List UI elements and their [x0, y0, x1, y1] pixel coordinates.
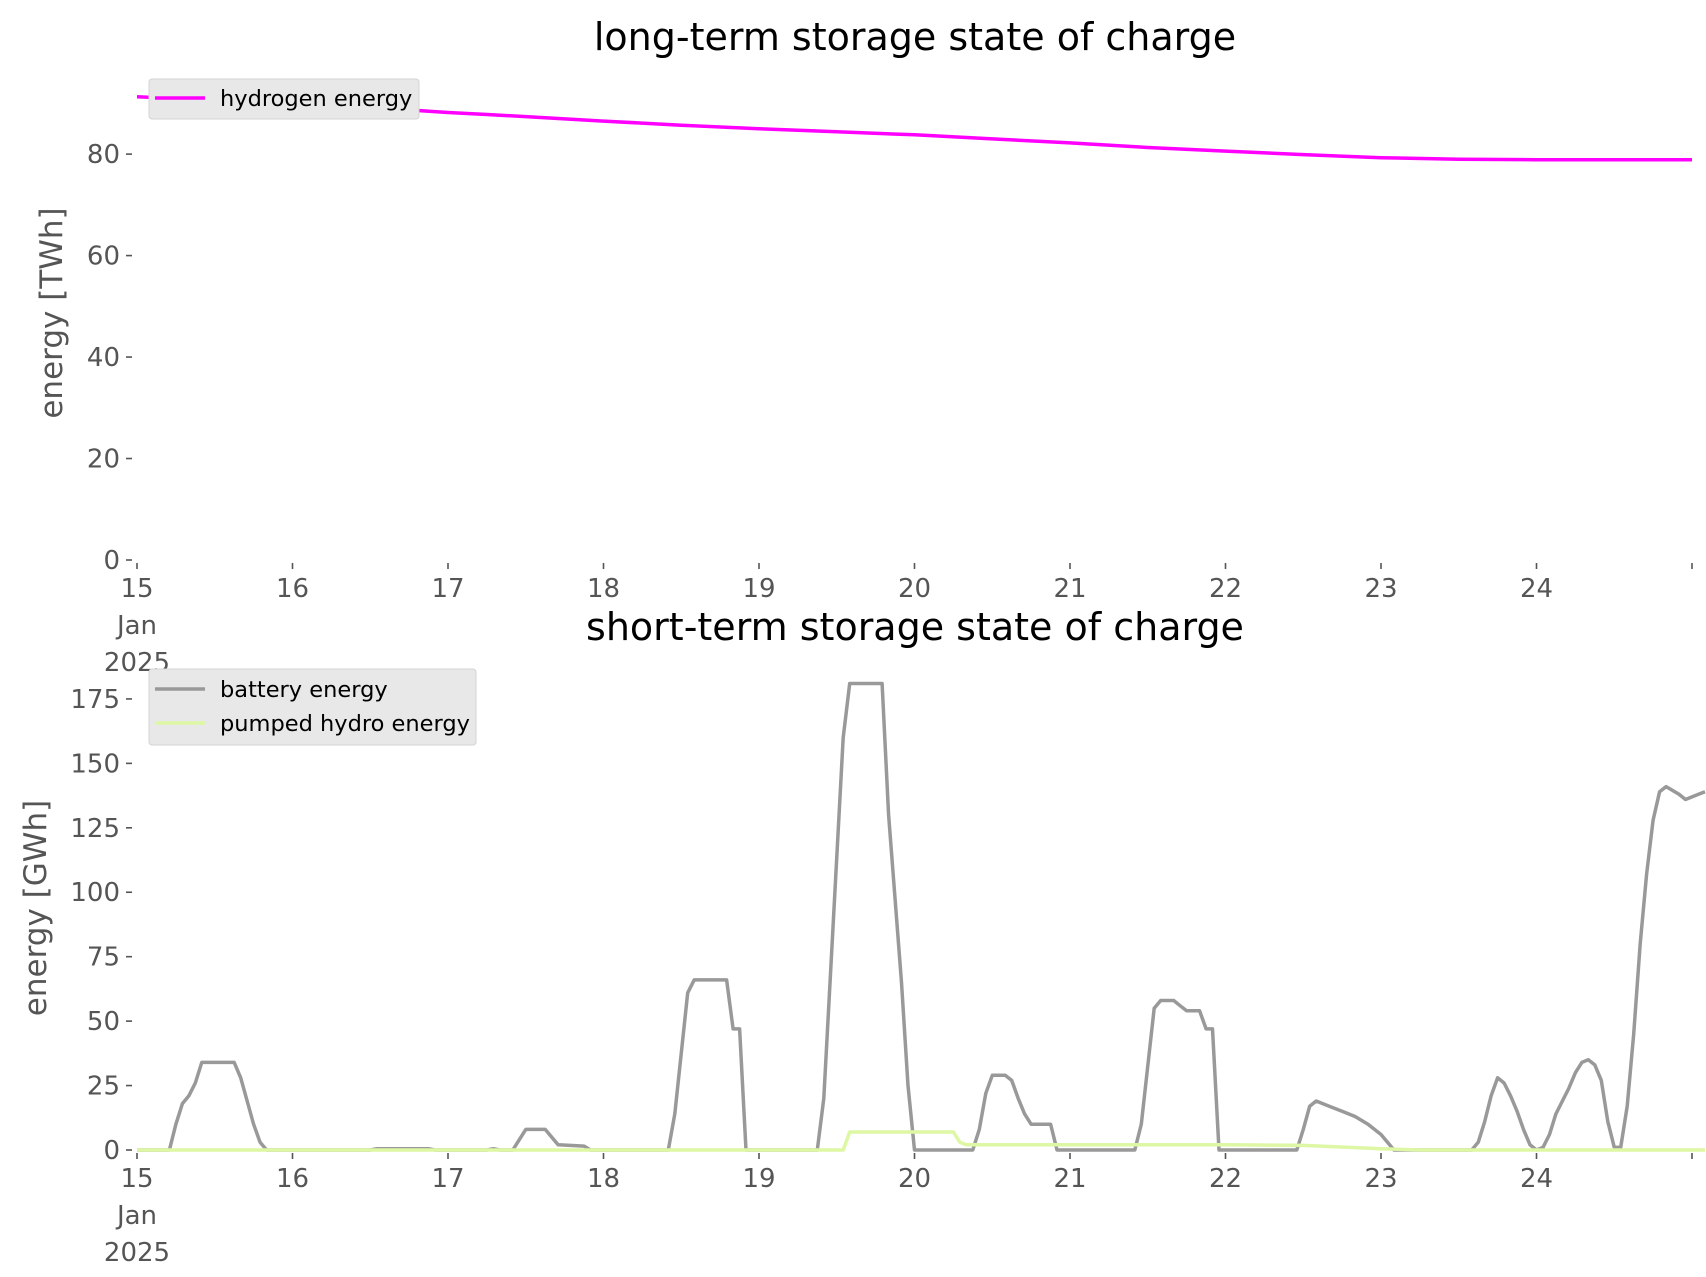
y-tick-label: 0: [103, 1136, 120, 1166]
y-tick-label: 175: [70, 685, 120, 715]
long-term-storage-chart: long-term storage state of charge energy…: [34, 15, 1693, 678]
y-tick-label: 60: [87, 242, 120, 272]
legend-box: [148, 668, 477, 746]
y-tick-label: 125: [70, 814, 120, 844]
legend-label-hydrogen-energy: hydrogen energy: [220, 86, 412, 112]
legend: hydrogen energy: [148, 78, 420, 120]
x-axis: 15 Jan 2025 16 17 18 19 20 21 22 23 24: [104, 1153, 1693, 1268]
x-tick-label: 20: [898, 1164, 931, 1194]
x-tick-label: 19: [742, 574, 775, 604]
x-tick-label: 17: [431, 574, 464, 604]
y-tick-label: 20: [87, 445, 120, 475]
y-tick-label: 75: [87, 943, 120, 973]
x-tick-label: 19: [742, 1164, 775, 1194]
x-tick-label: 15 Jan 2025: [104, 574, 170, 678]
x-tick-label: 15 Jan 2025: [104, 1164, 170, 1268]
y-tick-label: 25: [87, 1072, 120, 1102]
x-tick-label: 21: [1053, 574, 1086, 604]
x-tick-label: 17: [431, 1164, 464, 1194]
x-tick-label: 16: [276, 574, 309, 604]
legend: battery energy pumped hydro energy: [148, 668, 477, 746]
x-tick-label: 24: [1520, 1164, 1553, 1194]
series-line-pumped-hydro-energy: [137, 1130, 1705, 1152]
y-tick-label: 50: [87, 1007, 120, 1037]
chart-title: short-term storage state of charge: [586, 605, 1244, 649]
chart-title: long-term storage state of charge: [594, 15, 1236, 59]
x-tick-label: 18: [587, 1164, 620, 1194]
legend-label-pumped-hydro-energy: pumped hydro energy: [220, 711, 470, 737]
x-tick-label: 20: [898, 574, 931, 604]
x-tick-label: 23: [1364, 574, 1397, 604]
short-term-storage-chart: short-term storage state of charge energ…: [18, 605, 1706, 1268]
y-axis-label: energy [GWh]: [18, 800, 54, 1016]
x-tick-label: 16: [276, 1164, 309, 1194]
y-tick-label: 100: [70, 878, 120, 908]
x-axis: 15 Jan 2025 16 17 18 19 20 21 22 23 24: [104, 563, 1693, 678]
y-tick-label: 40: [87, 343, 120, 373]
legend-label-battery-energy: battery energy: [220, 677, 388, 703]
x-tick-label: 18: [587, 574, 620, 604]
x-tick-label: 22: [1209, 574, 1242, 604]
series-layer: [137, 681, 1706, 1152]
x-tick-label: 23: [1364, 1164, 1397, 1194]
legend-box: [148, 78, 420, 120]
y-axis: 0 25 50 75 100 125 150 175: [70, 685, 132, 1166]
x-tick-label: 24: [1520, 574, 1553, 604]
x-tick-label: 21: [1053, 1164, 1086, 1194]
y-axis-label: energy [TWh]: [34, 207, 70, 418]
x-tick-label: 22: [1209, 1164, 1242, 1194]
y-tick-label: 80: [87, 140, 120, 170]
y-tick-label: 150: [70, 749, 120, 779]
y-axis: 0 20 40 60 80: [87, 140, 132, 576]
y-tick-label: 0: [103, 546, 120, 576]
